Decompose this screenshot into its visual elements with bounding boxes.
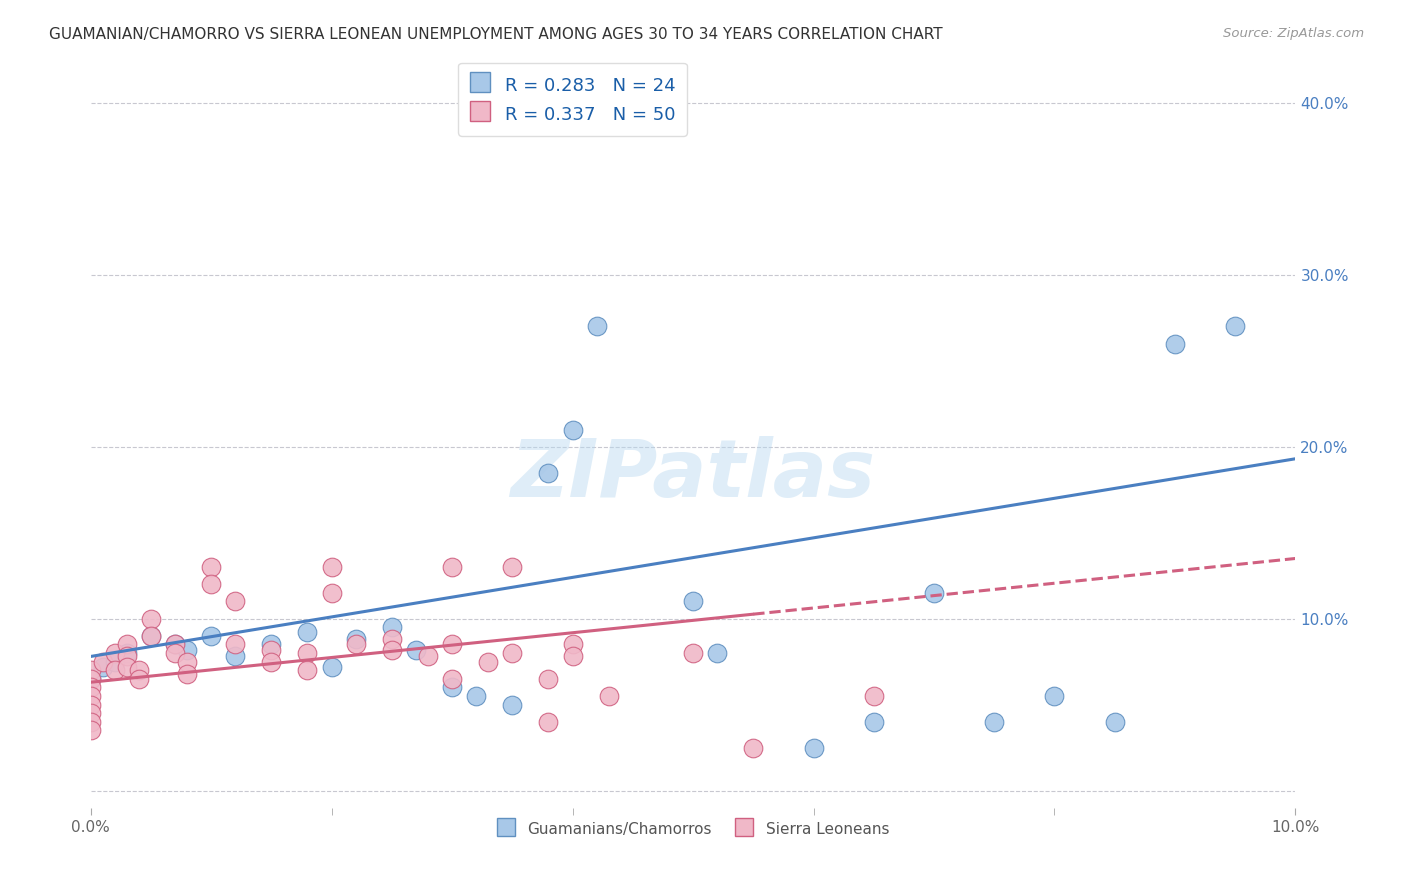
Text: GUAMANIAN/CHAMORRO VS SIERRA LEONEAN UNEMPLOYMENT AMONG AGES 30 TO 34 YEARS CORR: GUAMANIAN/CHAMORRO VS SIERRA LEONEAN UNE… xyxy=(49,27,943,42)
Point xyxy=(115,646,138,660)
Point xyxy=(297,646,319,660)
Point xyxy=(104,655,127,669)
Point xyxy=(163,637,186,651)
Point xyxy=(200,577,222,591)
Point xyxy=(381,632,404,647)
Point xyxy=(321,560,343,574)
Point xyxy=(441,637,464,651)
Text: Source: ZipAtlas.com: Source: ZipAtlas.com xyxy=(1223,27,1364,40)
Point xyxy=(104,646,127,660)
Point xyxy=(79,681,101,695)
Point xyxy=(115,649,138,664)
Point xyxy=(224,594,246,608)
Point xyxy=(682,594,704,608)
Point xyxy=(862,689,884,703)
Point xyxy=(321,660,343,674)
Point xyxy=(79,706,101,721)
Point xyxy=(321,586,343,600)
Point xyxy=(79,672,101,686)
Point xyxy=(477,655,499,669)
Point xyxy=(1225,319,1247,334)
Point xyxy=(79,714,101,729)
Point xyxy=(381,620,404,634)
Point xyxy=(139,612,162,626)
Point xyxy=(139,629,162,643)
Point xyxy=(501,698,523,712)
Point xyxy=(91,660,114,674)
Point xyxy=(405,642,427,657)
Point xyxy=(260,642,283,657)
Point xyxy=(128,663,150,677)
Point xyxy=(1164,336,1187,351)
Point xyxy=(598,689,620,703)
Point xyxy=(501,560,523,574)
Text: ZIPatlas: ZIPatlas xyxy=(510,436,876,514)
Point xyxy=(176,655,198,669)
Point xyxy=(79,672,101,686)
Point xyxy=(465,689,488,703)
Point xyxy=(537,672,560,686)
Point xyxy=(1043,689,1066,703)
Point xyxy=(115,660,138,674)
Legend: Guamanians/Chamorros, Sierra Leoneans: Guamanians/Chamorros, Sierra Leoneans xyxy=(491,814,896,845)
Point xyxy=(344,637,367,651)
Point xyxy=(139,629,162,643)
Point xyxy=(706,646,728,660)
Point xyxy=(176,666,198,681)
Point xyxy=(381,642,404,657)
Point xyxy=(561,649,583,664)
Point xyxy=(79,663,101,677)
Point xyxy=(922,586,945,600)
Point xyxy=(128,672,150,686)
Point xyxy=(260,655,283,669)
Point xyxy=(441,560,464,574)
Point xyxy=(561,637,583,651)
Point xyxy=(115,637,138,651)
Point xyxy=(297,625,319,640)
Point xyxy=(862,714,884,729)
Point xyxy=(163,637,186,651)
Point xyxy=(260,637,283,651)
Point xyxy=(742,740,765,755)
Point xyxy=(200,560,222,574)
Point xyxy=(79,698,101,712)
Point xyxy=(91,655,114,669)
Point xyxy=(344,632,367,647)
Point xyxy=(983,714,1005,729)
Point xyxy=(297,663,319,677)
Point xyxy=(537,714,560,729)
Point xyxy=(104,663,127,677)
Point xyxy=(224,649,246,664)
Point xyxy=(537,466,560,480)
Point xyxy=(561,423,583,437)
Point xyxy=(416,649,439,664)
Point xyxy=(501,646,523,660)
Point xyxy=(163,646,186,660)
Point xyxy=(200,629,222,643)
Point xyxy=(441,672,464,686)
Point xyxy=(441,681,464,695)
Point xyxy=(1104,714,1126,729)
Point xyxy=(682,646,704,660)
Point xyxy=(585,319,607,334)
Point xyxy=(176,642,198,657)
Point xyxy=(79,723,101,738)
Point xyxy=(224,637,246,651)
Point xyxy=(79,689,101,703)
Point xyxy=(803,740,825,755)
